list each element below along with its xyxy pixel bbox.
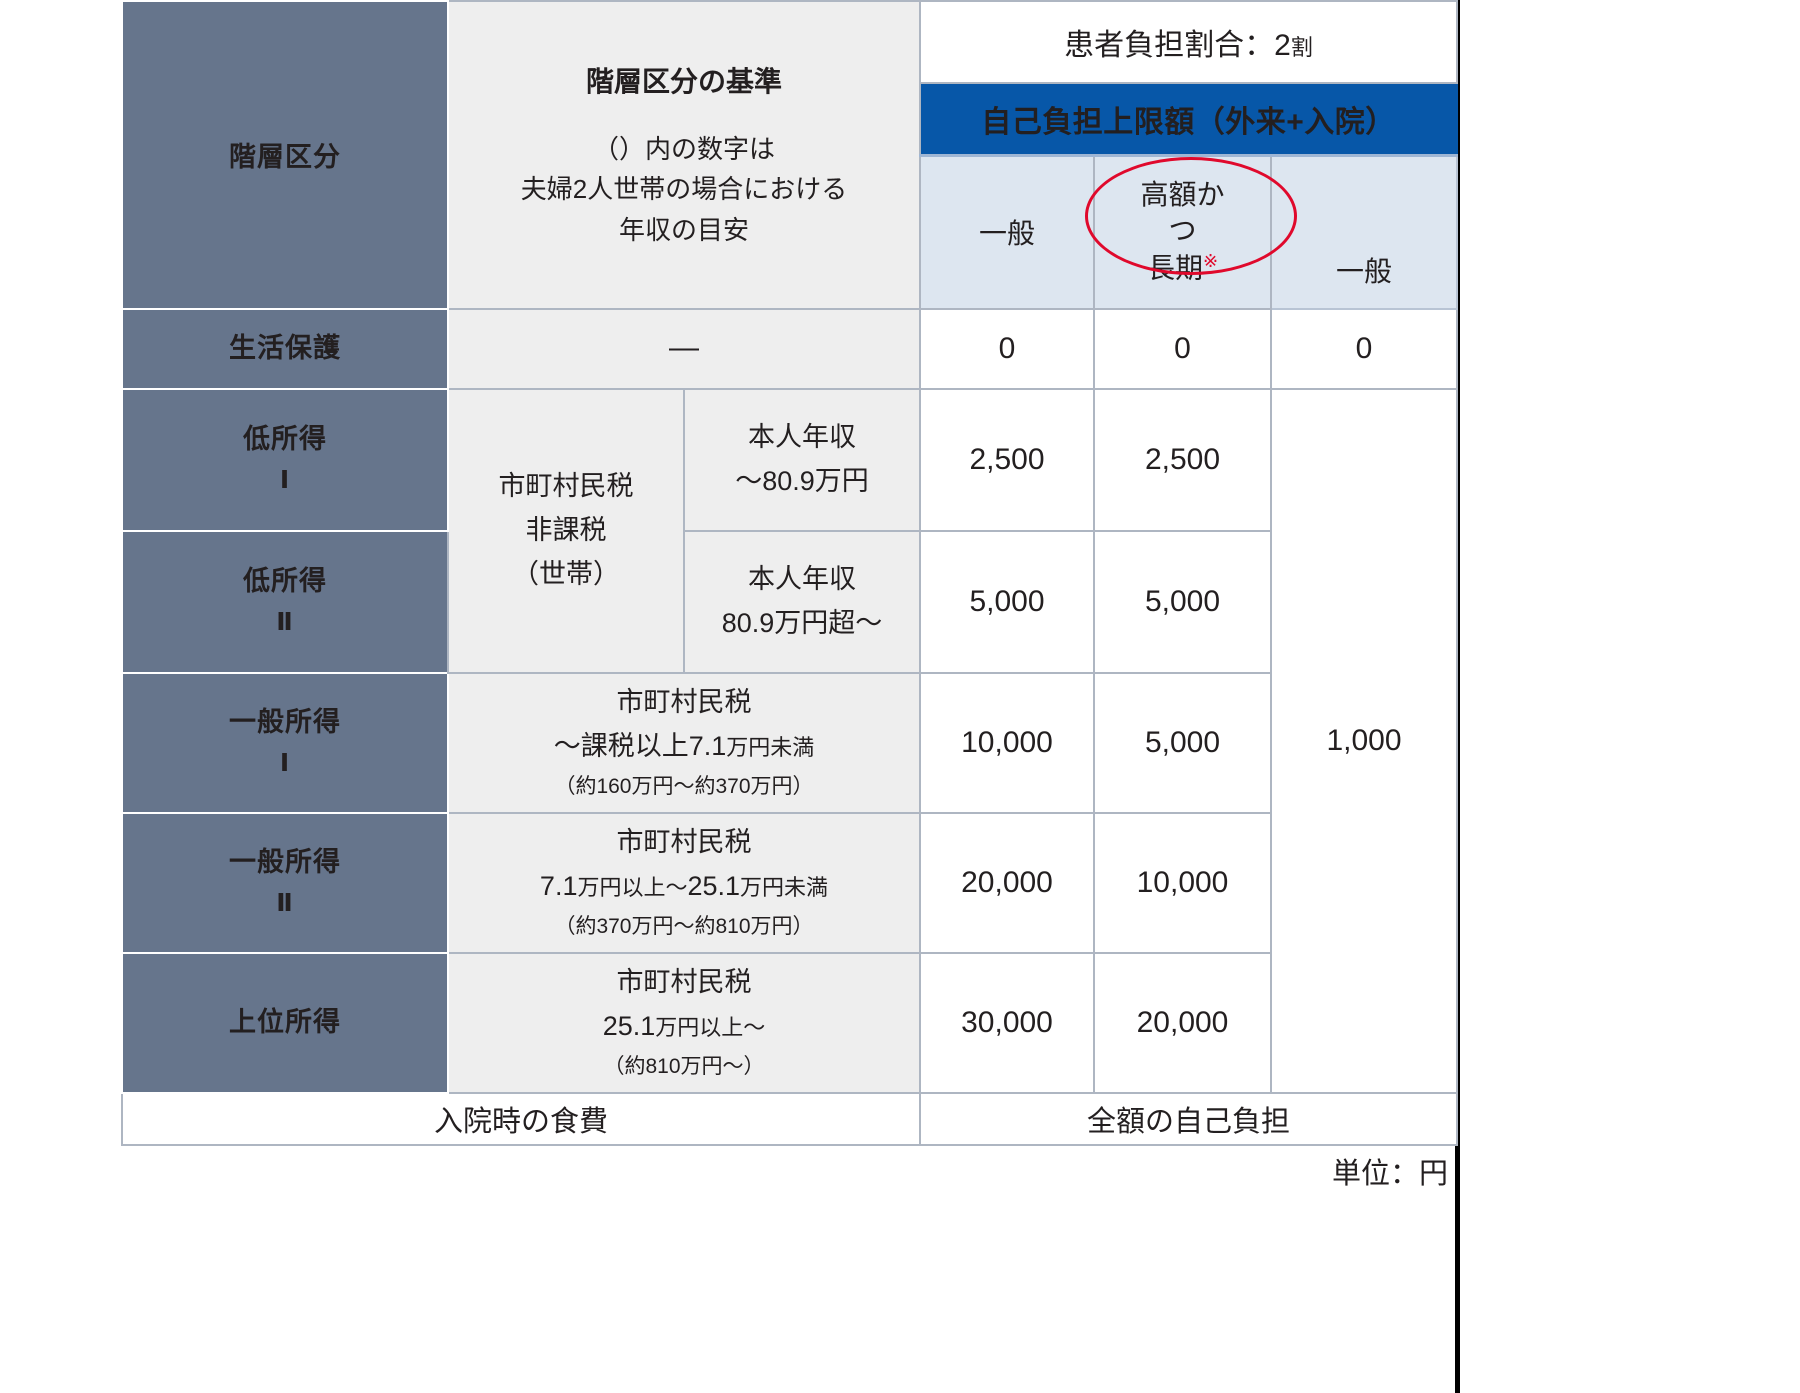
row-criteria-left-teishotoku: 市町村民税 非課税 （世帯）: [447, 387, 685, 674]
row-criteria-right-teishotoku-1: 本人年収 〜80.9万円: [683, 387, 921, 532]
value-general3-merged: 1,000: [1269, 387, 1459, 1094]
row-label-ippanshotoku-1-numeral: Ⅰ: [279, 749, 291, 778]
row-criteria-joishotoku: 市町村民税 25.1万円以上〜 （約810万円〜）: [447, 951, 921, 1094]
header-row-subcolumns: 一般 高額かつ 長期※ 一般: [122, 154, 1459, 310]
row-label-ippanshotoku-2-text: 一般所得: [229, 847, 341, 878]
criteria-ippan1-line1: 市町村民税: [616, 686, 752, 717]
criteria-ippan1-paren: （約160万円〜約370万円）: [554, 775, 814, 799]
row-label-teishotoku-2-text: 低所得: [243, 566, 327, 597]
high-long-asterisk: ※: [1202, 251, 1219, 272]
row-label-seikatsu-hogo: 生活保護: [121, 307, 449, 390]
row-label-ippanshotoku-2: 一般所得 Ⅱ: [121, 811, 449, 954]
criteria-ippan1-line2: 〜課税以上7.1万円未満: [455, 725, 913, 769]
row-label-teishotoku-2: 低所得 Ⅱ: [121, 529, 449, 674]
value-general-teishotoku-2: 5,000: [919, 529, 1095, 674]
patient-burden-value: 2: [1274, 29, 1291, 62]
patient-burden-unit: 割: [1290, 35, 1313, 60]
table-row-teishotoku-2: 低所得 Ⅱ 本人年収 80.9万円超〜 5,000 5,000: [121, 529, 1457, 674]
criteria-ippan1-line2-unit: 万円未満: [726, 734, 815, 760]
header-row-blueband: 自己負担上限額（外来+入院）: [122, 82, 1459, 157]
criteria-teishotoku-2-income-label: 本人年収: [748, 563, 856, 594]
row-label-ippanshotoku-2-numeral: Ⅱ: [276, 889, 294, 918]
value-high-long-seikatsu-hogo: 0: [1093, 307, 1272, 390]
criteria-ippan2-line2: 7.1万円以上〜25.1万円未満: [455, 865, 913, 909]
row-label-teishotoku-1-text: 低所得: [243, 424, 327, 455]
value-general-seikatsu-hogo: 0: [919, 307, 1095, 390]
criteria-teishotoku-1-income-label: 本人年収: [748, 421, 856, 452]
criteria-note-line3: 年収の目安: [618, 214, 749, 245]
value-general-ippanshotoku-1: 10,000: [919, 671, 1095, 814]
criteria-teishotoku-line1: 市町村民税: [498, 471, 634, 502]
value-general-ippanshotoku-2: 20,000: [919, 811, 1095, 954]
table-row-ippanshotoku-2: 一般所得 Ⅱ 市町村民税 7.1万円以上〜25.1万円未満 （約370万円〜約8…: [121, 811, 1457, 954]
criteria-teishotoku-line2: 非課税: [525, 514, 607, 545]
value-general3-seikatsu-hogo: 0: [1269, 307, 1459, 390]
table-row-ippanshotoku-1: 一般所得 Ⅰ 市町村民税 〜課税以上7.1万円未満 （約160万円〜約370万円…: [121, 671, 1457, 814]
header-col-high-and-long: 高額かつ 長期※: [1085, 154, 1297, 310]
criteria-teishotoku-line3: （世帯）: [512, 558, 620, 589]
table-row-seikatsu-hogo: 生活保護 — 0 0 0: [121, 307, 1459, 390]
value-high-long-teishotoku-1: 2,500: [1093, 387, 1272, 532]
criteria-joi-paren: （約810万円〜）: [603, 1055, 765, 1079]
value-high-long-teishotoku-2: 5,000: [1093, 529, 1272, 674]
value-high-long-ippanshotoku-1: 5,000: [1093, 671, 1272, 814]
footer-meal-cost-label: 入院時の食費: [121, 1091, 921, 1146]
self-pay-cap-title: 自己負担上限額（外来+入院）: [918, 82, 1459, 157]
header-col-general-third: 一般: [1269, 154, 1459, 310]
header-row-burden: 階層区分 階層区分の基準 （）内の数字は 夫婦2人世帯の場合における 年収の目安…: [121, 0, 1459, 310]
criteria-teishotoku-1-income-range: 〜80.9万円: [735, 465, 869, 496]
header-col-general: 一般: [919, 154, 1095, 310]
row-label-ippanshotoku-1-text: 一般所得: [229, 707, 341, 738]
value-general-teishotoku-1: 2,500: [919, 387, 1095, 532]
right-white-area: [1460, 0, 1800, 1393]
row-label-teishotoku-1-numeral: Ⅰ: [279, 466, 291, 495]
table-footer-row: 入院時の食費 全額の自己負担: [121, 1091, 1459, 1146]
unit-note: 単位：円: [1331, 1158, 1448, 1190]
criteria-note-line2: 夫婦2人世帯の場合における: [520, 174, 848, 205]
criteria-ippan2-a: 7.1: [539, 870, 578, 901]
criteria-ippan1-line2-main: 〜課税以上7.1: [553, 730, 727, 761]
footer-meal-cost-value: 全額の自己負担: [918, 1091, 1459, 1146]
row-criteria-ippanshotoku-2: 市町村民税 7.1万円以上〜25.1万円未満 （約370万円〜約810万円）: [447, 811, 921, 954]
high-long-line2: 長期: [1146, 252, 1203, 284]
patient-burden-rate: 患者負担割合：2割: [918, 0, 1459, 84]
criteria-ippan2-mid: 万円以上〜: [577, 874, 688, 900]
table-row-teishotoku-1: 低所得 Ⅰ 市町村民税 非課税 （世帯） 本人年収 〜80.9万円 2,500 …: [121, 387, 1459, 1094]
criteria-title: 階層区分の基準: [585, 65, 782, 97]
criteria-ippan2-b: 25.1: [687, 870, 741, 901]
criteria-joi-line2: 25.1万円以上〜: [455, 1005, 913, 1049]
row-criteria-seikatsu-hogo: —: [447, 307, 921, 390]
value-general-joishotoku: 30,000: [919, 951, 1095, 1094]
criteria-ippan2-line1: 市町村民税: [616, 826, 752, 857]
header-rank-column: 階層区分: [121, 0, 449, 310]
table-row-joishotoku: 上位所得 市町村民税 25.1万円以上〜 （約810万円〜） 30,000 20…: [121, 951, 1457, 1094]
criteria-joi-a: 25.1: [602, 1010, 656, 1041]
high-long-circle-annotation: 高額かつ 長期※: [1085, 156, 1297, 304]
criteria-teishotoku-2-income-range: 80.9万円超〜: [721, 607, 883, 638]
row-criteria-ippanshotoku-1: 市町村民税 〜課税以上7.1万円未満 （約160万円〜約370万円）: [447, 671, 921, 814]
medical-cost-table: 階層区分 階層区分の基準 （）内の数字は 夫婦2人世帯の場合における 年収の目安…: [121, 0, 1459, 1146]
criteria-joi-end: 万円以上〜: [655, 1014, 766, 1040]
patient-burden-label: 患者負担割合：: [1064, 29, 1275, 62]
criteria-ippan2-paren: （約370万円〜約810万円）: [554, 915, 814, 939]
row-label-teishotoku-2-numeral: Ⅱ: [276, 608, 294, 637]
header-criteria-column: 階層区分の基準 （）内の数字は 夫婦2人世帯の場合における 年収の目安: [447, 0, 921, 310]
row-criteria-right-teishotoku-2: 本人年収 80.9万円超〜: [683, 529, 921, 674]
criteria-note-line1: （）内の数字は: [592, 134, 775, 165]
medical-cost-table-container: 階層区分 階層区分の基準 （）内の数字は 夫婦2人世帯の場合における 年収の目安…: [121, 0, 1459, 1146]
high-long-line1: 高額かつ: [1140, 178, 1225, 247]
row-label-ippanshotoku-1: 一般所得 Ⅰ: [121, 671, 449, 814]
header-col-general-third-label: 一般: [1336, 255, 1393, 287]
criteria-ippan2-end: 万円未満: [740, 874, 829, 900]
criteria-joi-line1: 市町村民税: [616, 966, 752, 997]
row-label-teishotoku-1: 低所得 Ⅰ: [121, 387, 449, 532]
value-high-long-ippanshotoku-2: 10,000: [1093, 811, 1272, 954]
row-label-joishotoku: 上位所得: [121, 951, 449, 1094]
value-high-long-joishotoku: 20,000: [1093, 951, 1272, 1094]
